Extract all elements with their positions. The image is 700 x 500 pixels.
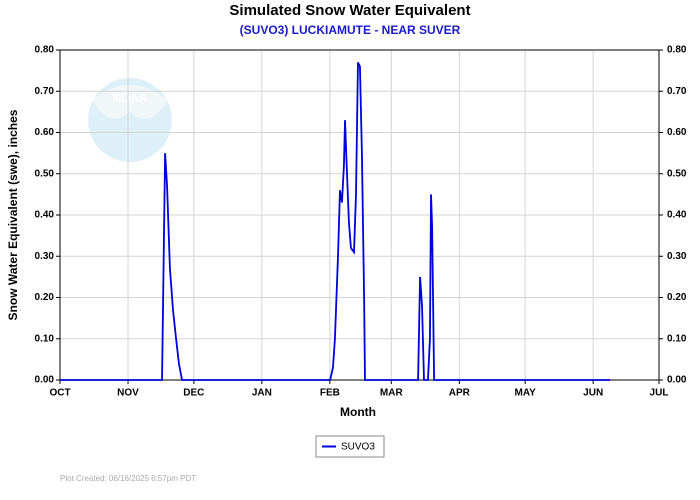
x-tick-label: NOV <box>117 388 139 399</box>
data-line <box>60 61 611 381</box>
y-tick-label: 0.50 <box>35 168 55 179</box>
y2-tick-label: 0.10 <box>667 333 687 344</box>
logo-bird <box>92 85 168 119</box>
y2-tick-label: 0.30 <box>667 251 687 262</box>
y-tick-label: 0.30 <box>35 251 55 262</box>
x-tick-label: MAY <box>515 388 537 399</box>
y-tick-label: 0.10 <box>35 333 55 344</box>
noaa-logo: NOAA <box>88 78 172 162</box>
plot-frame <box>59 49 660 381</box>
legend: SUVO3 <box>315 435 385 458</box>
y-tick-label: 0.20 <box>35 292 55 303</box>
y-tick-label: 0.40 <box>35 210 55 221</box>
logo-text: NOAA <box>112 91 148 105</box>
y-tick-label: 0.70 <box>35 86 55 97</box>
legend-label: SUVO3 <box>341 442 375 453</box>
y2-tick-label: 0.20 <box>667 292 687 303</box>
logo-circle <box>88 78 172 162</box>
x-axis-label: Month <box>340 405 376 419</box>
x-tick-label: JUL <box>650 388 669 399</box>
y-tick-label: 0.00 <box>35 375 55 386</box>
y2-tick-label: 0.60 <box>667 127 687 138</box>
x-tick-label: APR <box>449 388 471 399</box>
x-tick-label: FEB <box>320 388 340 399</box>
legend-box <box>315 435 385 458</box>
y2-tick-label: 0.70 <box>667 86 687 97</box>
x-tick-label: JAN <box>252 388 272 399</box>
x-tick-label: JUN <box>583 388 603 399</box>
y2-tick-label: 0.40 <box>667 210 687 221</box>
y-tick-label: 0.60 <box>35 127 55 138</box>
y2-tick-label: 0.50 <box>667 168 687 179</box>
chart-subtitle: (SUVO3) LUCKIAMUTE - NEAR SUVER <box>240 23 461 37</box>
footer: Plot Created: 06/16/2025 6:57pm PDT <box>60 474 196 483</box>
y2-tick-label: 0.00 <box>667 375 687 386</box>
y2-tick-label: 0.80 <box>667 45 687 56</box>
x-tick-label: DEC <box>183 388 204 399</box>
chart-title: Simulated Snow Water Equivalent <box>229 2 470 19</box>
y-tick-label: 0.80 <box>35 45 55 56</box>
x-tick-label: OCT <box>49 388 70 399</box>
y-axis-label: Snow Water Equivalent (swe), inches <box>6 109 20 320</box>
x-tick-label: MAR <box>380 388 404 399</box>
